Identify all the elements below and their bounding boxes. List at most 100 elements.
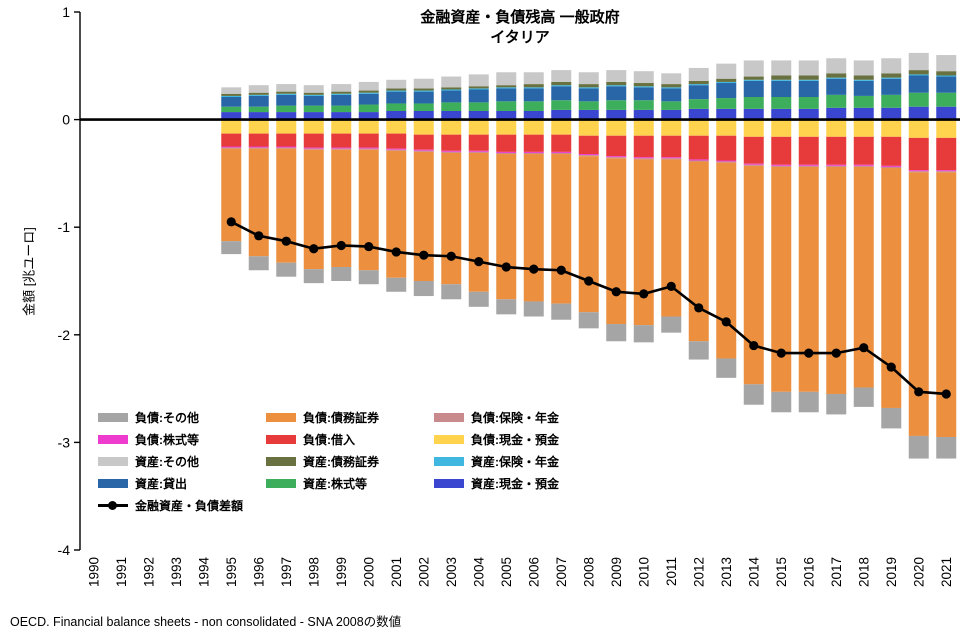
bar-segment <box>881 77 902 79</box>
bar-segment <box>798 60 819 76</box>
bar-segment <box>496 299 517 315</box>
bar-segment <box>551 303 572 320</box>
x-tick-label: 2014 <box>746 557 761 588</box>
bar-segment <box>331 267 352 281</box>
bar-segment <box>441 76 462 88</box>
bar-segment <box>221 147 242 149</box>
bar-segment <box>358 104 379 113</box>
x-tick-label: 1994 <box>196 557 211 588</box>
bar-segment <box>523 87 544 89</box>
bar-segment <box>743 80 764 97</box>
bar-segment <box>358 81 379 91</box>
bar-segment <box>413 78 434 89</box>
bar-segment <box>248 133 269 147</box>
net-line-marker <box>721 317 731 327</box>
bar-segment <box>578 312 599 329</box>
bar-segment <box>496 101 517 111</box>
bar-segment <box>441 152 462 285</box>
bar-segment <box>276 84 297 92</box>
bar-segment <box>633 109 654 120</box>
bar-segment <box>881 107 902 120</box>
bar-segment <box>413 150 434 152</box>
x-tick-label: 2008 <box>581 557 596 587</box>
bar-segment <box>578 88 599 102</box>
bar-segment <box>276 147 297 149</box>
y-tick-label: 0 <box>62 112 70 128</box>
bar-segment <box>221 241 242 255</box>
net-line-marker <box>776 348 786 358</box>
bar-segment <box>908 172 929 436</box>
net-line-marker <box>611 287 621 297</box>
bar-segment <box>276 146 297 148</box>
bar-segment <box>716 83 737 99</box>
bar-segment <box>386 103 407 111</box>
x-tick-label: 1995 <box>224 557 239 587</box>
bar-segment <box>496 87 517 89</box>
bar-segment <box>853 80 874 96</box>
x-tick-label: 2016 <box>801 557 816 587</box>
bar-segment <box>936 119 957 138</box>
x-tick-label: 1998 <box>306 557 321 587</box>
bar-segment <box>936 437 957 459</box>
bar-segment <box>798 165 819 167</box>
bar-segment <box>386 79 407 89</box>
bar-segment <box>936 106 957 120</box>
net-line-marker <box>941 389 951 399</box>
legend-color-swatch <box>434 435 464 444</box>
bar-segment <box>606 158 627 325</box>
bar-segment <box>936 137 957 171</box>
bar-segment <box>853 107 874 120</box>
bar-segment <box>248 119 269 134</box>
bar-segment <box>468 291 489 307</box>
bar-segment <box>771 164 792 166</box>
bar-segment <box>441 284 462 300</box>
bar-segment <box>358 119 379 134</box>
bar-segment <box>798 97 819 109</box>
legend-color-swatch <box>434 413 464 422</box>
bar-segment <box>276 94 297 106</box>
bar-segment <box>743 164 764 166</box>
bar-segment <box>523 119 544 135</box>
bar-segment <box>331 105 352 113</box>
legend-label: 資産:その他 <box>135 455 199 469</box>
legend-color-swatch <box>434 457 464 466</box>
bar-segment <box>826 393 847 415</box>
chart-title-line1: 金融資産・負債残高 一般政府 <box>420 9 620 26</box>
bar-segment <box>606 70 627 82</box>
bar-segment <box>523 154 544 302</box>
net-line-marker <box>749 340 759 351</box>
bar-segment <box>606 135 627 157</box>
x-tick-label: 2010 <box>636 557 651 587</box>
bar-segment <box>248 256 269 271</box>
bar-segment <box>716 162 737 359</box>
bar-segment <box>633 325 654 343</box>
bar-segment <box>331 119 352 134</box>
net-line-marker <box>666 281 676 291</box>
bar-segment <box>496 154 517 300</box>
bar-segment <box>551 134 572 152</box>
x-axis-labels: 1990 1991 1992 1993 1994 1995 1996 1997 1998 1999… <box>86 557 954 588</box>
bar-segment <box>881 58 902 74</box>
bar-segment <box>413 91 434 104</box>
bar-segment <box>386 91 407 104</box>
chart-title: 金融資産・負債残高 一般政府 イタリア <box>80 8 960 48</box>
bar-segment <box>413 90 434 92</box>
bar-segment <box>716 119 737 136</box>
bar-segment <box>523 301 544 317</box>
bar-segment <box>523 151 544 153</box>
legend-line-swatch <box>98 501 128 510</box>
bar-segment <box>303 105 324 113</box>
bar-segment <box>386 148 407 150</box>
bar-segment <box>743 97 764 109</box>
net-line-marker <box>281 236 291 246</box>
net-line-marker <box>419 250 429 260</box>
chart-title-line2: イタリア <box>490 29 550 46</box>
bar-segment <box>331 133 352 148</box>
bar-segment <box>771 60 792 76</box>
bar-segment <box>413 151 434 281</box>
bar-segment <box>358 92 379 94</box>
bar-segment <box>468 151 489 153</box>
bar-segment <box>908 92 929 107</box>
bar-segment <box>303 119 324 134</box>
bar-segment <box>853 136 874 165</box>
